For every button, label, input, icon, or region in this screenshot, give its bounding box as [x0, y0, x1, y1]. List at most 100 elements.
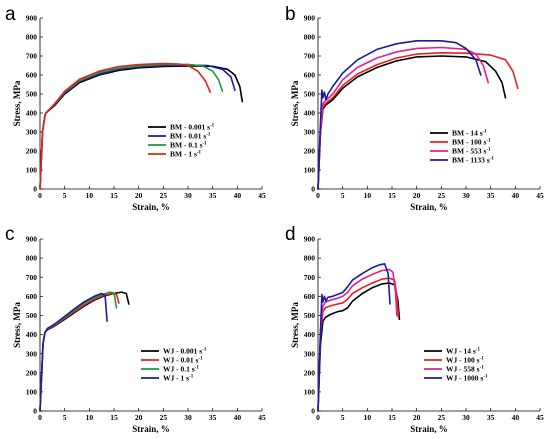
legend-label-superscript: -1 [486, 148, 491, 153]
y-tick-label: 0 [311, 407, 315, 416]
legend-label-superscript: -1 [480, 357, 485, 362]
y-tick-label: 0 [33, 407, 37, 416]
legend-label: BM - 0.1 s-1 [170, 141, 207, 150]
x-tick-label: 20 [413, 413, 421, 422]
y-tick-label: 800 [26, 33, 38, 42]
legend-label: WJ - 100 s-1 [446, 356, 484, 365]
legend-label-superscript: -1 [198, 357, 203, 362]
legend-label: WJ - 14 s-1 [446, 347, 480, 356]
x-tick-label: 5 [63, 413, 67, 422]
series-line [317, 282, 401, 412]
y-tick-label: 200 [304, 147, 316, 156]
x-axis-title: Strain, % [410, 424, 448, 434]
series-line [39, 292, 108, 412]
y-axis-title: Stress, MPa [12, 302, 22, 348]
legend-label-superscript: -1 [210, 124, 215, 129]
x-tick-label: 25 [160, 413, 168, 422]
legend-label-superscript: -1 [202, 348, 207, 353]
y-tick-label: 400 [304, 109, 316, 118]
x-tick-label: 20 [413, 191, 421, 200]
x-tick-label: 10 [86, 413, 94, 422]
panel-label-d: d [285, 224, 296, 245]
x-tick-label: 30 [462, 413, 470, 422]
x-tick-label: 10 [364, 191, 372, 200]
chart-panel-a: 0 5 10 15 20 25 30 35 40 45 0 100 200 300 400 500 600 700… [12, 14, 266, 212]
legend-label-superscript: -1 [195, 366, 200, 371]
legend-label: WJ - 1 s-1 [163, 374, 194, 383]
y-tick-label: 700 [26, 273, 38, 282]
x-tick-label: 40 [234, 413, 242, 422]
x-tick-label: 25 [438, 413, 446, 422]
series-line [317, 268, 398, 412]
y-tick-label: 200 [26, 147, 38, 156]
chart-panel-b: 0 5 10 15 20 25 30 35 40 45 0 100 200 300 400 500 600 700… [290, 14, 544, 212]
y-tick-label: 100 [304, 166, 316, 175]
y-tick-label: 500 [304, 311, 316, 320]
x-tick-label: 0 [38, 413, 42, 422]
y-tick-label: 300 [26, 128, 38, 137]
x-tick-label: 30 [184, 413, 192, 422]
series-line [317, 51, 519, 190]
series-line [39, 62, 211, 190]
x-tick-label: 10 [364, 413, 372, 422]
x-tick-label: 15 [110, 191, 118, 200]
x-tick-label: 45 [536, 413, 544, 422]
chart-panel-c: 0 5 10 15 20 25 30 35 40 45 0 100 200 300 400 500 600 700… [12, 235, 266, 434]
y-axis-title: Stress, MPa [290, 80, 300, 126]
y-tick-label: 800 [304, 33, 316, 42]
series-line [317, 277, 400, 412]
legend-label-superscript: -1 [483, 130, 488, 135]
x-tick-label: 35 [209, 191, 217, 200]
panel-label-c: c [5, 224, 15, 245]
x-tick-label: 0 [316, 413, 320, 422]
x-axis-title: Strain, % [132, 424, 170, 434]
x-tick-label: 35 [209, 413, 217, 422]
legend-label-superscript: -1 [490, 157, 495, 162]
y-tick-label: 300 [26, 349, 38, 358]
x-tick-label: 15 [388, 191, 396, 200]
y-tick-label: 600 [304, 292, 316, 301]
legend-label-superscript: -1 [203, 142, 208, 147]
y-tick-label: 500 [26, 311, 38, 320]
x-tick-label: 20 [135, 413, 143, 422]
y-tick-label: 700 [304, 273, 316, 282]
legend-label: WJ - 558 s-1 [446, 365, 484, 374]
legend: BM - 0.001 s-1BM - 0.01 s-1BM - 0.1 s-1B… [148, 123, 215, 159]
legend-label: BM - 14 s-1 [452, 129, 487, 138]
x-tick-label: 45 [258, 413, 266, 422]
y-tick-label: 900 [26, 14, 38, 23]
legend-label-superscript: -1 [206, 133, 211, 138]
y-tick-label: 500 [304, 90, 316, 99]
y-tick-label: 400 [26, 330, 38, 339]
y-tick-label: 900 [304, 14, 316, 23]
x-tick-label: 45 [258, 191, 266, 200]
x-tick-label: 35 [487, 413, 495, 422]
x-tick-label: 10 [86, 191, 94, 200]
panel-label-b: b [285, 4, 296, 25]
legend-label: BM - 1 s-1 [170, 150, 202, 159]
y-tick-label: 100 [304, 387, 316, 396]
series-line [317, 39, 482, 190]
y-tick-label: 100 [26, 166, 38, 175]
y-tick-label: 800 [26, 254, 38, 263]
y-tick-label: 600 [304, 71, 316, 80]
x-tick-label: 15 [110, 413, 118, 422]
y-tick-label: 500 [26, 90, 38, 99]
y-tick-label: 400 [26, 109, 38, 118]
legend-label-superscript: -1 [480, 366, 485, 371]
x-tick-label: 25 [438, 191, 446, 200]
x-tick-label: 0 [316, 191, 320, 200]
y-tick-label: 600 [26, 71, 38, 80]
legend-label: WJ - 1000 s-1 [446, 374, 488, 383]
legend: BM - 14 s-1BM - 100 s-1BM - 553 s-1BM - … [430, 129, 494, 165]
chart-panel-d: 0 5 10 15 20 25 30 35 40 45 0 100 200 300 400 500 600 700… [290, 235, 544, 434]
legend: WJ - 0.001 s-1WJ - 0.01 s-1WJ - 0.1 s-1W… [141, 347, 207, 383]
legend-label-superscript: -1 [486, 139, 491, 144]
x-tick-label: 30 [184, 191, 192, 200]
y-tick-label: 0 [311, 185, 315, 194]
y-tick-label: 200 [26, 368, 38, 377]
x-tick-label: 40 [234, 191, 242, 200]
x-tick-label: 25 [160, 191, 168, 200]
x-tick-label: 5 [341, 191, 345, 200]
